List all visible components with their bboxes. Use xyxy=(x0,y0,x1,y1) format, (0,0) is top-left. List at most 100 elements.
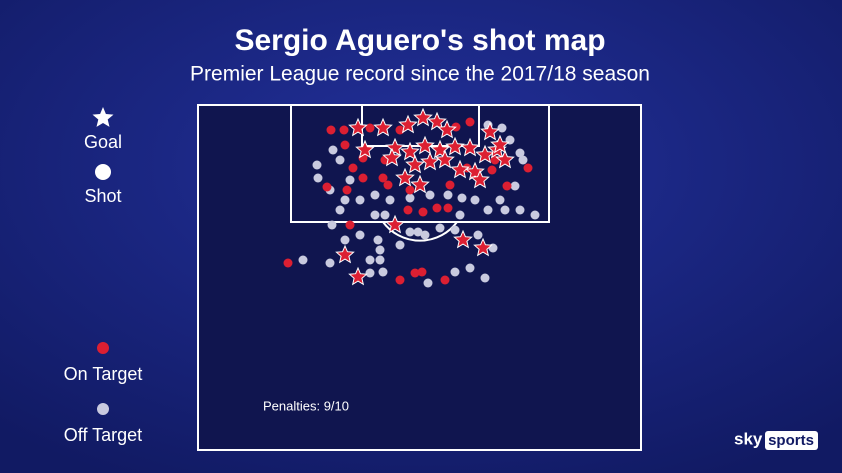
goal-marker xyxy=(355,139,375,159)
shot-marker xyxy=(497,123,507,133)
shot-marker xyxy=(378,267,388,277)
goal-marker xyxy=(437,119,457,139)
shot-marker xyxy=(340,140,350,150)
shot-marker xyxy=(358,173,368,183)
goal-marker xyxy=(420,151,440,171)
legend-label: Shot xyxy=(84,186,121,206)
goal-marker xyxy=(473,237,493,257)
goal-marker xyxy=(435,149,455,169)
goal-marker xyxy=(427,111,447,131)
shot-marker xyxy=(432,203,442,213)
shot-marker xyxy=(365,255,375,265)
shot-marker xyxy=(328,145,338,155)
shot-marker xyxy=(375,245,385,255)
shot-marker xyxy=(473,230,483,240)
shot-marker xyxy=(502,181,512,191)
shot-marker xyxy=(385,195,395,205)
shot-marker xyxy=(465,263,475,273)
shot-marker xyxy=(373,235,383,245)
goal-marker xyxy=(415,135,435,155)
shot-marker xyxy=(395,275,405,285)
shot-marker xyxy=(345,175,355,185)
goal-marker xyxy=(480,121,500,141)
goal-marker xyxy=(475,144,495,164)
shot-marker xyxy=(365,268,375,278)
shot-marker xyxy=(283,258,293,268)
shot-marker xyxy=(450,225,460,235)
goal-marker xyxy=(395,167,415,187)
shot-marker xyxy=(500,205,510,215)
shot-marker xyxy=(312,160,322,170)
shot-marker xyxy=(483,205,493,215)
shot-marker xyxy=(515,205,525,215)
shot-marker xyxy=(495,195,505,205)
goal-marker xyxy=(335,244,355,264)
shot-marker xyxy=(335,155,345,165)
shot-marker xyxy=(530,210,540,220)
shot-marker xyxy=(425,190,435,200)
shot-marker xyxy=(355,195,365,205)
shot-marker xyxy=(423,278,433,288)
goal-marker xyxy=(405,154,425,174)
goal-marker xyxy=(450,159,470,179)
shot-marker xyxy=(440,275,450,285)
goal-marker xyxy=(453,229,473,249)
shot-marker xyxy=(515,148,525,158)
shot-marker xyxy=(480,273,490,283)
shot-marker xyxy=(340,195,350,205)
shot-marker xyxy=(465,117,475,127)
shot-marker xyxy=(325,258,335,268)
shot-marker xyxy=(410,268,420,278)
shot-marker xyxy=(435,223,445,233)
shot-marker xyxy=(455,210,465,220)
logo-brand: sky xyxy=(734,429,763,448)
goal-marker xyxy=(470,169,490,189)
legend-label: Goal xyxy=(84,132,122,152)
shot-marker xyxy=(417,267,427,277)
shot-marker xyxy=(383,180,393,190)
goal-marker xyxy=(382,147,402,167)
shot-marker xyxy=(450,267,460,277)
goal-marker xyxy=(413,107,433,127)
goal-marker xyxy=(385,214,405,234)
shot-marker xyxy=(443,190,453,200)
shot-marker xyxy=(355,230,365,240)
shot-marker xyxy=(335,205,345,215)
shot-marker xyxy=(457,193,467,203)
chart-subtitle: Premier League record since the 2017/18 … xyxy=(190,63,650,86)
shot-marker xyxy=(518,155,528,165)
shot-marker xyxy=(418,207,428,217)
shot-marker xyxy=(395,240,405,250)
shot-marker xyxy=(487,165,497,175)
logo-channel: sports xyxy=(768,432,814,449)
shot-marker xyxy=(326,125,336,135)
annotation: Penalties: 9/10 xyxy=(263,398,349,413)
chart-title: Sergio Aguero's shot map xyxy=(234,24,605,57)
shot-marker xyxy=(405,227,415,237)
legend-marker xyxy=(92,107,114,127)
logo: sky sports xyxy=(734,429,818,450)
goal-marker xyxy=(445,136,465,156)
goal-marker xyxy=(373,117,393,137)
shot-marker xyxy=(313,173,323,183)
goal-marker xyxy=(410,174,430,194)
goal-marker xyxy=(398,114,418,134)
legend-marker xyxy=(95,164,111,180)
goal-marker xyxy=(460,137,480,157)
shot-marker xyxy=(339,125,349,135)
legend-label: On Target xyxy=(64,364,143,384)
goal-marker xyxy=(348,117,368,137)
shot-marker xyxy=(405,193,415,203)
shot-marker xyxy=(405,185,415,195)
legend: Goal Shot On Target Off Target xyxy=(64,107,143,445)
goal-marker xyxy=(490,134,510,154)
shot-marker xyxy=(380,210,390,220)
shot-marker xyxy=(443,203,453,213)
shot-marker xyxy=(322,182,332,192)
shot-marker xyxy=(365,123,375,133)
shot-marker xyxy=(378,173,388,183)
shot-marker xyxy=(375,255,385,265)
shot-marker xyxy=(298,255,308,265)
goal-marker xyxy=(495,149,515,169)
